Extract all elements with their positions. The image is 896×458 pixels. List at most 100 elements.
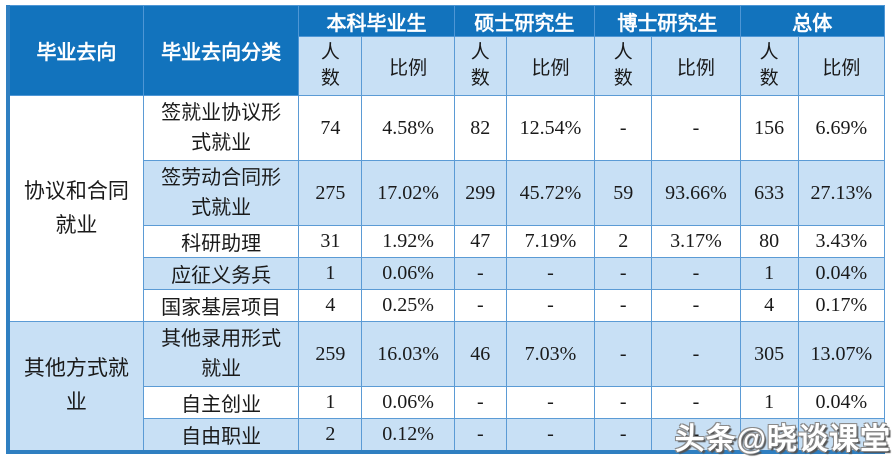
table-cell: 0.06% <box>361 257 455 290</box>
table-cell: - <box>594 257 653 290</box>
subheader-count: 人数 <box>298 36 363 96</box>
subheader-count-label: 人数 <box>759 42 779 89</box>
row-group-label-other-employment: 其他方式就业 <box>7 321 144 453</box>
row-group-label-contract-employment: 协议和合同就业 <box>7 95 144 322</box>
table-cell: - <box>594 289 653 322</box>
table-cell: 0.17% <box>797 289 886 322</box>
category-cell: 签就业协议形式就业 <box>142 95 300 161</box>
table-cell: - <box>651 321 741 387</box>
table-row: 协议和合同就业 签就业协议形式就业 74 4.58% 82 12.54% - -… <box>7 95 886 322</box>
table-cell: 0.04% <box>797 257 886 290</box>
table-row: 其他方式就业 其他录用形式就业 259 16.03% 46 7.03% - - … <box>7 321 886 453</box>
table-cell: - <box>505 386 596 419</box>
table-cell: - <box>651 418 741 453</box>
table-cell: 4.58% <box>361 95 455 161</box>
column-header-category: 毕业去向分类 <box>142 5 300 96</box>
category-cell: 国家基层项目 <box>142 289 300 322</box>
table-cell: 82 <box>453 95 507 161</box>
category-text: 签就业协议形式就业 <box>161 102 282 154</box>
table-cell: 7.03% <box>505 321 596 387</box>
table-cell: - <box>453 386 507 419</box>
subheader-ratio: 比例 <box>505 36 596 96</box>
table-cell: 31 <box>298 225 363 258</box>
table-cell <box>739 418 799 453</box>
table-cell: - <box>594 321 653 387</box>
table-cell: - <box>594 418 653 453</box>
table-cell: - <box>453 418 507 453</box>
table-cell: - <box>505 257 596 290</box>
category-cell: 其他录用形式就业 <box>142 321 300 387</box>
table-cell: 46 <box>453 321 507 387</box>
category-text: 其他录用形式就业 <box>161 328 282 380</box>
category-text: 签劳动合同形式就业 <box>161 167 282 219</box>
column-header-destination: 毕业去向 <box>7 5 144 96</box>
table-cell: 1 <box>298 257 363 290</box>
table-cell: - <box>594 95 653 161</box>
table-cell: 12.54% <box>505 95 596 161</box>
table-cell: - <box>505 418 596 453</box>
toutiao-watermark: 头条@晓谈课堂 <box>674 423 891 456</box>
employment-destination-table: 毕业去向 毕业去向分类 本科毕业生 硕士研究生 博士研究生 总体 人数 比例 人… <box>6 5 886 454</box>
table-cell: 47 <box>453 225 507 258</box>
table-cell: - <box>651 95 741 161</box>
table-cell: - <box>505 289 596 322</box>
table-cell: 633 <box>739 160 799 226</box>
table-cell: 7.19% <box>505 225 596 258</box>
category-cell: 自由职业 <box>142 418 300 453</box>
table-cell: 156 <box>739 95 799 161</box>
table-row: 应征义务兵 1 0.06% - - - - 1 0.04% <box>8 257 886 290</box>
row-group-label-text: 其他方式就业 <box>23 356 129 414</box>
table-cell: 0.25% <box>361 289 455 322</box>
table-cell: 6.69% <box>797 95 886 161</box>
table-cell: - <box>651 386 741 419</box>
table-cell: 305 <box>739 321 799 387</box>
table-cell: 93.66% <box>651 160 741 226</box>
table-cell: 1 <box>298 386 363 419</box>
table-cell: 1 <box>739 257 799 290</box>
table-cell: 299 <box>453 160 507 226</box>
table-cell: 0.04% <box>797 386 886 419</box>
table-cell: 0.06% <box>361 386 455 419</box>
cohort-header-masters: 硕士研究生 <box>453 5 596 37</box>
table-cell: - <box>453 289 507 322</box>
table-cell: - <box>651 289 741 322</box>
table-row: 签劳动合同形式就业 275 17.02% 299 45.72% 59 93.66… <box>8 160 886 226</box>
header-row-cohorts: 毕业去向 毕业去向分类 本科毕业生 硕士研究生 博士研究生 总体 <box>7 5 886 96</box>
table-cell: 259 <box>298 321 363 387</box>
cohort-header-undergraduate: 本科毕业生 <box>298 5 455 37</box>
table-cell: 45.72% <box>505 160 596 226</box>
table-cell: 80 <box>739 225 799 258</box>
subheader-count: 人数 <box>739 36 799 96</box>
table-cell: - <box>594 386 653 419</box>
table-cell: 13.07% <box>797 321 886 387</box>
subheader-ratio: 比例 <box>651 36 741 96</box>
cohort-header-doctoral: 博士研究生 <box>594 5 741 37</box>
category-cell: 科研助理 <box>142 225 300 258</box>
table-cell: 1 <box>739 386 799 419</box>
table-row: 自由职业 2 0.12% - - - - <box>8 418 886 453</box>
table-row: 科研助理 31 1.92% 47 7.19% 2 3.17% 80 3.43% <box>8 225 886 258</box>
table-cell: 2 <box>594 225 653 258</box>
table-cell: - <box>651 257 741 290</box>
table-cell: 4 <box>739 289 799 322</box>
table-cell: 27.13% <box>797 160 886 226</box>
category-cell: 自主创业 <box>142 386 300 419</box>
cohort-header-total: 总体 <box>739 5 886 37</box>
subheader-count: 人数 <box>594 36 653 96</box>
table-cell: 16.03% <box>361 321 455 387</box>
table-cell <box>797 418 886 453</box>
table-cell: 74 <box>298 95 363 161</box>
header-row-subheaders: 人数 比例 人数 比例 人数 比例 人数 比例 <box>8 36 886 96</box>
table-cell: 59 <box>594 160 653 226</box>
subheader-count-label: 人数 <box>320 42 340 89</box>
table-cell: 4 <box>298 289 363 322</box>
subheader-count: 人数 <box>453 36 507 96</box>
table-cell: 0.12% <box>361 418 455 453</box>
table-cell: - <box>453 257 507 290</box>
table-cell: 275 <box>298 160 363 226</box>
subheader-ratio: 比例 <box>797 36 886 96</box>
subheader-count-label: 人数 <box>613 42 633 89</box>
table-cell: 17.02% <box>361 160 455 226</box>
table-cell: 3.17% <box>651 225 741 258</box>
category-cell: 应征义务兵 <box>142 257 300 290</box>
